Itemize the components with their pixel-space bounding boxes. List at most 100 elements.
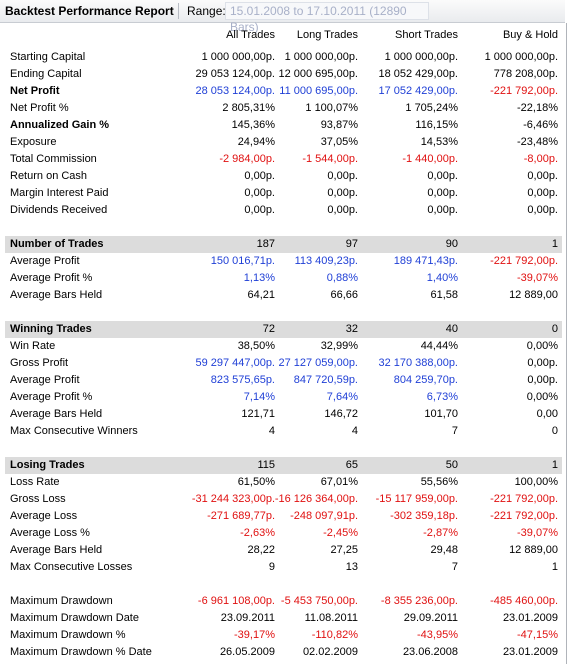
- cell: 146,72: [324, 408, 358, 420]
- cell: 0,00p.: [327, 187, 358, 199]
- cell: 0,00p.: [527, 357, 558, 369]
- column-header: Buy & Hold: [502, 29, 558, 41]
- cell: -302 359,18p.: [390, 510, 458, 522]
- row-label: Margin Interest Paid: [10, 187, 109, 199]
- cell: 0,00p.: [527, 170, 558, 182]
- cell: 1: [551, 459, 558, 471]
- row-label: Max Consecutive Losses: [10, 561, 133, 573]
- cell: 65: [345, 459, 358, 471]
- cell: 12 889,00: [509, 544, 558, 556]
- cell: 11 000 695,00p.: [279, 85, 358, 97]
- cell: 97: [345, 238, 358, 250]
- cell: 18 052 429,00p.: [378, 68, 458, 80]
- cell: 59 297 447,00p.: [195, 357, 275, 369]
- cell: -5 453 750,00p.: [280, 595, 358, 607]
- cell: -110,82%: [311, 629, 358, 641]
- row-label: Ending Capital: [10, 68, 82, 80]
- column-header: All Trades: [226, 29, 275, 41]
- cell: 23.01.2009: [502, 646, 558, 658]
- row-label: Average Profit %: [10, 391, 93, 403]
- cell: 0,00p.: [327, 204, 358, 216]
- range-field[interactable]: 15.01.2008 to 17.10.2011 (12890 Bars): [225, 2, 429, 34]
- cell: 72: [262, 323, 275, 335]
- cell: 0,00p.: [427, 187, 458, 199]
- cell: -39,07%: [517, 527, 558, 539]
- cell: -6,46%: [523, 119, 558, 131]
- cell: 7: [451, 561, 458, 573]
- cell: -15 117 959,00p.: [375, 493, 458, 505]
- column-header: Short Trades: [395, 29, 458, 41]
- row-label: Maximum Drawdown: [10, 595, 113, 607]
- cell: 7,14%: [243, 391, 275, 403]
- cell: 7: [451, 425, 458, 437]
- cell: 44,44%: [420, 340, 458, 352]
- cell: 0,88%: [326, 272, 358, 284]
- cell: 113 409,23p.: [294, 255, 358, 267]
- cell: 1,13%: [243, 272, 275, 284]
- cell: 150 016,71p.: [210, 255, 275, 267]
- cell: -43,95%: [417, 629, 458, 641]
- row-label: Average Loss %: [10, 527, 90, 539]
- cell: 90: [445, 238, 458, 250]
- cell: -31 244 323,00p.: [191, 493, 275, 505]
- cell: 1: [551, 561, 558, 573]
- cell: 11.08.2011: [304, 612, 358, 624]
- cell: 4: [268, 425, 275, 437]
- cell: 12 889,00: [509, 289, 558, 301]
- row-label: Gross Profit: [10, 357, 69, 369]
- cell: 64,21: [247, 289, 275, 301]
- section-header-bg: [5, 236, 562, 253]
- cell: -8 355 236,00p.: [380, 595, 458, 607]
- cell: -221 792,00p.: [490, 255, 558, 267]
- row-label: Average Profit %: [10, 272, 93, 284]
- range-label: Range:: [187, 4, 226, 18]
- cell: 0,00p.: [427, 204, 458, 216]
- cell: 0,00p.: [427, 170, 458, 182]
- cell: 14,53%: [420, 136, 458, 148]
- cell: 101,70: [424, 408, 458, 420]
- cell: 6,73%: [426, 391, 458, 403]
- cell: -271 689,77p.: [207, 510, 275, 522]
- cell: 9: [268, 561, 275, 573]
- cell: -8,00p.: [523, 153, 558, 165]
- cell: 13: [345, 561, 358, 573]
- cell: 32: [345, 323, 358, 335]
- cell: 02.02.2009: [302, 646, 358, 658]
- cell: 28 053 124,00p.: [195, 85, 275, 97]
- row-label: Average Bars Held: [10, 408, 103, 420]
- cell: 116,15%: [415, 119, 458, 131]
- cell: 823 575,65p.: [210, 374, 275, 386]
- separator: [178, 3, 179, 19]
- cell: 61,50%: [237, 476, 275, 488]
- cell: 847 720,59p.: [293, 374, 358, 386]
- cell: 55,56%: [420, 476, 458, 488]
- cell: -2,45%: [323, 527, 358, 539]
- cell: 0,00p.: [244, 187, 275, 199]
- row-label: Total Commission: [10, 153, 97, 165]
- cell: 1 000 000,00p.: [484, 51, 558, 63]
- section-header-bg: [5, 457, 562, 474]
- cell: 0: [551, 323, 558, 335]
- cell: 27 127 059,00p.: [278, 357, 358, 369]
- cell: -39,17%: [234, 629, 275, 641]
- cell: 4: [351, 425, 358, 437]
- row-label: Average Loss: [10, 510, 78, 522]
- cell: -23,48%: [517, 136, 558, 148]
- column-header: Long Trades: [296, 29, 358, 41]
- row-label: Gross Loss: [10, 493, 66, 505]
- cell: 1 000 000,00p.: [384, 51, 458, 63]
- cell: 26.05.2009: [219, 646, 275, 658]
- row-label: Average Bars Held: [10, 544, 103, 556]
- cell: 0,00p.: [527, 374, 558, 386]
- cell: 1 000 000,00p.: [201, 51, 275, 63]
- cell: 67,01%: [320, 476, 358, 488]
- row-label: Average Profit: [10, 374, 80, 386]
- cell: 2 805,31%: [222, 102, 275, 114]
- cell: 0,00%: [526, 340, 558, 352]
- cell: 29 053 124,00p.: [195, 68, 275, 80]
- cell: 187: [256, 238, 275, 250]
- cell: -221 792,00p.: [490, 493, 558, 505]
- cell: 32,99%: [320, 340, 358, 352]
- cell: 1 000 000,00p.: [284, 51, 358, 63]
